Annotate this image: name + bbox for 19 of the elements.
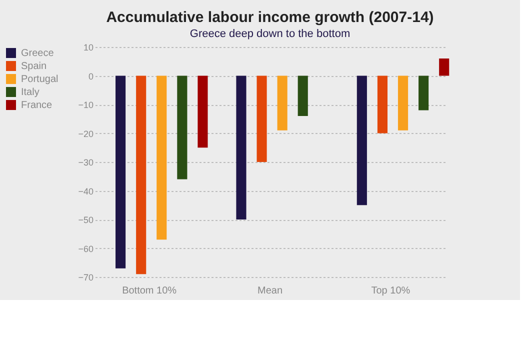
y-tick-label: −40 <box>78 186 94 196</box>
y-tick-label: 0 <box>88 71 94 82</box>
legend-label: Portugal <box>21 74 58 85</box>
legend-label: France <box>21 100 53 111</box>
y-tick-label: −30 <box>78 158 94 168</box>
x-tick-label: Mean <box>257 286 283 296</box>
y-tick-label: −20 <box>78 128 94 139</box>
y-tick-label: −10 <box>78 100 94 110</box>
y-tick-label: −50 <box>78 215 94 225</box>
y-tick-label: −60 <box>78 244 94 254</box>
x-tick-label: Top 10% <box>371 286 410 296</box>
legend-label: Italy <box>21 87 40 98</box>
chart-title: Accumulative labour income growth (2007-14) <box>106 9 434 26</box>
legend-label: Greece <box>21 48 54 59</box>
legend-label: Spain <box>21 61 47 72</box>
x-tick-label: Bottom 10% <box>122 286 177 296</box>
y-tick-label: 10 <box>83 42 94 52</box>
chart-subtitle: Greece deep down to the bottom <box>190 28 350 40</box>
y-tick-label: −70 <box>78 272 94 282</box>
